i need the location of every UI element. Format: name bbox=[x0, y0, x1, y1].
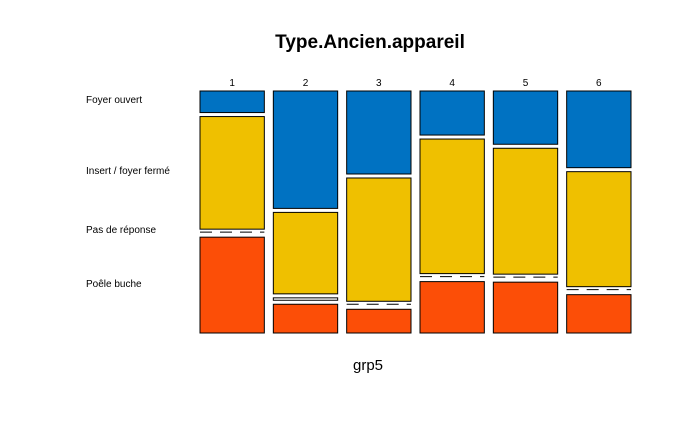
mosaic-tile bbox=[492, 90, 559, 145]
mosaic-tiles bbox=[199, 90, 632, 334]
mosaic-tile bbox=[272, 90, 339, 209]
mosaic-tile bbox=[346, 308, 412, 334]
mosaic-tile bbox=[566, 294, 632, 334]
mosaic-tile bbox=[419, 281, 485, 334]
mosaic-tile bbox=[272, 211, 339, 295]
row-level-labels: Foyer ouvert Insert / foyer fermé Pas de r… bbox=[86, 95, 170, 290]
mosaic-tile bbox=[199, 116, 265, 230]
mosaic-tile bbox=[492, 147, 559, 275]
row-level-label: Foyer ouvert bbox=[86, 95, 142, 106]
column-tick-label: 3 bbox=[376, 78, 382, 89]
column-tick-label: 4 bbox=[449, 78, 455, 89]
mosaic-tile bbox=[272, 303, 339, 334]
mosaic-tile bbox=[346, 177, 412, 302]
mosaic-tile bbox=[346, 90, 412, 175]
column-tick-labels: 1 2 3 4 5 6 bbox=[229, 78, 602, 89]
mosaic-tile bbox=[199, 90, 265, 114]
x-axis-label: grp5 bbox=[353, 357, 383, 374]
mosaic-tile bbox=[566, 171, 632, 288]
row-level-label: Insert / foyer fermé bbox=[86, 166, 170, 177]
column-tick-label: 5 bbox=[523, 78, 529, 89]
row-level-label: Pas de réponse bbox=[86, 225, 156, 236]
mosaic-tile bbox=[199, 236, 265, 334]
mosaic-tile bbox=[492, 281, 559, 334]
mosaic-tile bbox=[272, 297, 339, 301]
mosaic-tile bbox=[419, 138, 485, 275]
column-tick-label: 2 bbox=[303, 78, 309, 89]
column-tick-label: 6 bbox=[596, 78, 602, 89]
chart-title: Type.Ancien.appareil bbox=[275, 32, 465, 53]
mosaic-tile bbox=[566, 90, 632, 169]
row-level-label: Poêle buche bbox=[86, 279, 142, 290]
column-tick-label: 1 bbox=[229, 78, 235, 89]
mosaic-tile bbox=[419, 90, 485, 136]
